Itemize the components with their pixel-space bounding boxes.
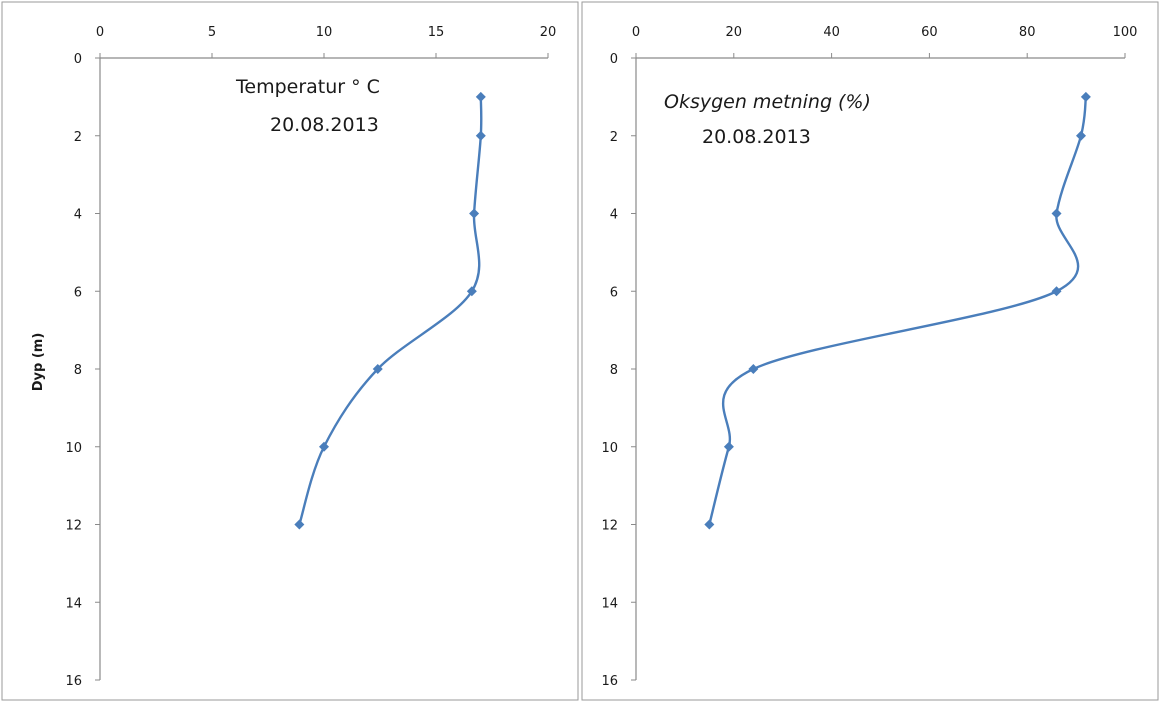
y-tick-label: 12 [601, 519, 618, 534]
series-line [298, 96, 483, 525]
y-tick-label: 2 [610, 130, 618, 145]
x-tick-label: 20 [540, 25, 557, 40]
data-point-marker [372, 364, 383, 374]
x-tick-label: 15 [428, 25, 445, 40]
temperature-chart-panel: Temperatur ° C 20.08.2013 Dyp (m) 0 5 10 15… [0, 0, 580, 702]
data-point-marker [475, 130, 486, 141]
y-tick-label: 8 [610, 363, 618, 378]
y-tick-label: 14 [65, 596, 82, 611]
y-axis-label: Dyp (m) [31, 333, 46, 392]
data-point-marker [1080, 91, 1091, 102]
data-point-marker [475, 91, 486, 102]
y-tick-label: 12 [65, 519, 82, 534]
y-tick-label: 4 [610, 208, 618, 223]
chart-frame [1, 1, 579, 701]
data-point-marker [294, 519, 305, 530]
x-tick-label: 40 [823, 25, 840, 40]
oxygen-chart: Oksygen metning (%) 20.08.2013 0 20 40 60 80… [581, 1, 1159, 701]
data-point-marker [469, 208, 480, 219]
data-point-marker [704, 519, 715, 530]
data-point-marker [1051, 286, 1062, 297]
y-tick-label: 8 [74, 363, 82, 378]
data-point-marker [1051, 208, 1062, 219]
chart-title: Oksygen metning (%) [664, 91, 871, 113]
x-tick-label: 5 [208, 25, 216, 40]
y-tick-label: 14 [601, 596, 618, 611]
data-point-marker [1075, 130, 1086, 141]
series-line [708, 96, 1088, 525]
y-tick-label: 10 [65, 441, 82, 456]
temperature-chart: Temperatur ° C 20.08.2013 Dyp (m) 0 5 10 15… [1, 1, 579, 701]
oxygen-chart-panel: Oksygen metning (%) 20.08.2013 0 20 40 60 80… [580, 0, 1160, 702]
y-tick-label: 0 [610, 52, 618, 67]
y-tick-label: 6 [610, 285, 618, 300]
x-tick-label: 60 [921, 25, 938, 40]
x-tick-label: 0 [96, 25, 104, 40]
x-tick-label: 0 [632, 25, 640, 40]
y-tick-label: 6 [74, 285, 82, 300]
y-tick-label: 10 [601, 441, 618, 456]
data-point-marker [748, 364, 759, 374]
chart-subtitle: 20.08.2013 [702, 126, 811, 148]
chart-subtitle: 20.08.2013 [270, 114, 379, 136]
data-point-marker [319, 441, 329, 452]
x-tick-label: 10 [316, 25, 333, 40]
chart-frame [581, 1, 1159, 701]
x-tick-label: 80 [1019, 25, 1036, 40]
y-tick-label: 16 [601, 674, 618, 689]
x-tick-label: 100 [1113, 25, 1138, 40]
chart-title: Temperatur ° C [235, 76, 380, 98]
y-tick-label: 4 [74, 208, 82, 223]
data-point-marker [466, 286, 477, 297]
y-tick-label: 16 [65, 674, 82, 689]
x-tick-label: 20 [726, 25, 743, 40]
data-point-marker [723, 441, 734, 452]
y-tick-label: 0 [74, 52, 82, 67]
y-tick-label: 2 [74, 130, 82, 145]
